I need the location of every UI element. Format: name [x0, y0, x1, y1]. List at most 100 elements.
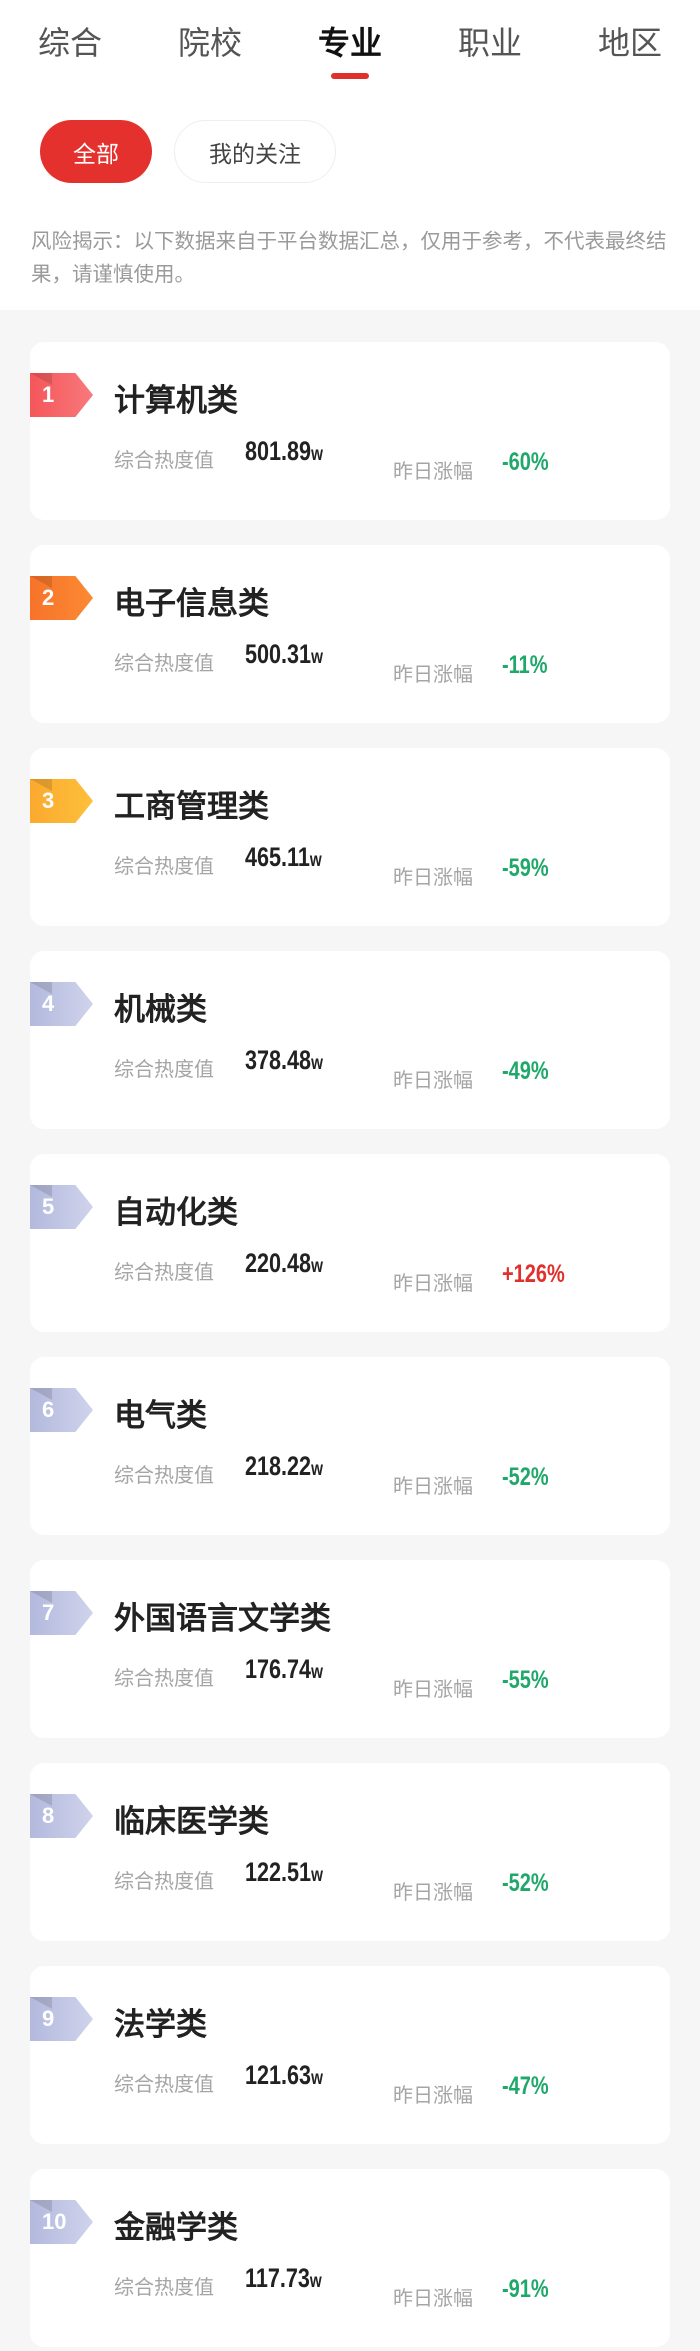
heat-label: 综合热度值 — [114, 1057, 214, 1081]
heat-label: 综合热度值 — [114, 2072, 214, 2096]
heat-label: 综合热度值 — [114, 448, 214, 472]
rank-badge: 3 — [30, 779, 93, 823]
change-value: -55% — [502, 1666, 549, 1694]
major-name: 临床医学类 — [114, 1804, 269, 1840]
change-label: 昨日涨幅 — [393, 1474, 473, 1498]
rank-number: 5 — [42, 1194, 55, 1219]
heat-value: 220.48w — [245, 1248, 323, 1279]
heat-value: 218.22w — [245, 1451, 323, 1482]
heat-number: 121.63 — [245, 2060, 312, 2090]
change-label: 昨日涨幅 — [393, 459, 473, 483]
heat-number: 220.48 — [245, 1248, 312, 1278]
major-card[interactable]: 4 机械类 综合热度值 378.48w 昨日涨幅 -49% — [30, 951, 670, 1129]
major-card[interactable]: 7 外国语言文学类 综合热度值 176.74w 昨日涨幅 -55% — [30, 1560, 670, 1738]
rank-number: 6 — [42, 1397, 55, 1422]
major-name: 法学类 — [114, 2007, 207, 2043]
rank-badge: 1 — [30, 373, 93, 417]
tab-majors[interactable]: 专业 — [317, 24, 382, 62]
rank-badge: 9 — [30, 1997, 93, 2041]
change-label: 昨日涨幅 — [393, 1880, 473, 1904]
major-card[interactable]: 10 金融学类 综合热度值 117.73w 昨日涨幅 -91% — [30, 2169, 670, 2347]
major-card[interactable]: 8 临床医学类 综合热度值 122.51w 昨日涨幅 -52% — [30, 1763, 670, 1941]
rank-badge: 4 — [30, 982, 93, 1026]
heat-unit: w — [311, 1459, 323, 1480]
tab-overall[interactable]: 综合 — [37, 24, 102, 62]
rank-badge: 2 — [30, 576, 93, 620]
major-name: 机械类 — [114, 992, 207, 1028]
category-tabs: 综合 院校 专业 职业 地区 — [0, 0, 700, 90]
active-tab-indicator — [331, 73, 369, 79]
rank-badge: 8 — [30, 1794, 93, 1838]
heat-unit: w — [311, 2068, 323, 2089]
change-value: -47% — [502, 2072, 549, 2100]
major-card[interactable]: 2 电子信息类 综合热度值 500.31w 昨日涨幅 -11% — [30, 545, 670, 723]
heat-value: 801.89w — [245, 436, 323, 467]
major-card[interactable]: 5 自动化类 综合热度值 220.48w 昨日涨幅 +126% — [30, 1154, 670, 1332]
heat-number: 117.73 — [245, 2263, 310, 2293]
filter-following-button[interactable]: 我的关注 — [174, 120, 336, 183]
heat-label: 综合热度值 — [114, 651, 214, 675]
rank-badge: 7 — [30, 1591, 93, 1635]
heat-value: 378.48w — [245, 1045, 323, 1076]
rank-number: 3 — [42, 788, 55, 813]
heat-unit: w — [311, 1053, 323, 1074]
heat-number: 801.89 — [245, 436, 312, 466]
change-value: +126% — [502, 1260, 565, 1288]
change-value: -91% — [502, 2275, 549, 2303]
heat-label: 综合热度值 — [114, 1869, 214, 1893]
major-name: 工商管理类 — [114, 789, 269, 825]
heat-number: 378.48 — [245, 1045, 312, 1075]
change-value: -52% — [502, 1463, 549, 1491]
heat-number: 218.22 — [245, 1451, 312, 1481]
heat-label: 综合热度值 — [114, 2275, 214, 2299]
rank-badge: 5 — [30, 1185, 93, 1229]
heat-unit: w — [309, 850, 322, 871]
heat-number: 176.74 — [245, 1654, 312, 1684]
change-label: 昨日涨幅 — [393, 1271, 473, 1295]
heat-value: 465.11w — [245, 842, 322, 873]
change-value: -52% — [502, 1869, 549, 1897]
heat-unit: w — [311, 444, 323, 465]
major-card[interactable]: 6 电气类 综合热度值 218.22w 昨日涨幅 -52% — [30, 1357, 670, 1535]
heat-number: 465.11 — [245, 842, 310, 872]
heat-label: 综合热度值 — [114, 1463, 214, 1487]
heat-number: 500.31 — [245, 639, 312, 669]
tab-schools[interactable]: 院校 — [177, 24, 242, 62]
heat-label: 综合热度值 — [114, 854, 214, 878]
rank-badge: 10 — [30, 2200, 93, 2244]
major-card[interactable]: 3 工商管理类 综合热度值 465.11w 昨日涨幅 -59% — [30, 748, 670, 926]
heat-value: 500.31w — [245, 639, 323, 670]
change-value: -60% — [502, 448, 549, 476]
heat-unit: w — [311, 1662, 323, 1683]
rank-number: 1 — [42, 382, 55, 407]
filter-all-button[interactable]: 全部 — [40, 120, 152, 183]
change-label: 昨日涨幅 — [393, 1068, 473, 1092]
change-label: 昨日涨幅 — [393, 2083, 473, 2107]
major-name: 自动化类 — [114, 1195, 238, 1231]
major-card[interactable]: 1 计算机类 综合热度值 801.89w 昨日涨幅 -60% — [30, 342, 670, 520]
change-label: 昨日涨幅 — [393, 2286, 473, 2310]
major-name: 电子信息类 — [114, 586, 269, 622]
major-card[interactable]: 9 法学类 综合热度值 121.63w 昨日涨幅 -47% — [30, 1966, 670, 2144]
change-label: 昨日涨幅 — [393, 865, 473, 889]
change-value: -49% — [502, 1057, 549, 1085]
heat-value: 176.74w — [245, 1654, 323, 1685]
rank-number: 2 — [42, 585, 55, 610]
rank-number: 4 — [42, 991, 55, 1016]
heat-label: 综合热度值 — [114, 1666, 214, 1690]
change-value: -59% — [502, 854, 549, 882]
heat-value: 117.73w — [245, 2263, 322, 2294]
tab-regions[interactable]: 地区 — [597, 24, 662, 62]
rank-number: 9 — [42, 2006, 55, 2031]
tab-careers[interactable]: 职业 — [457, 24, 522, 62]
change-value: -11% — [502, 651, 548, 679]
major-name: 金融学类 — [114, 2210, 238, 2246]
rank-badge: 6 — [30, 1388, 93, 1432]
heat-unit: w — [311, 1865, 323, 1886]
heat-unit: w — [311, 1256, 323, 1277]
major-name: 电气类 — [114, 1398, 207, 1434]
major-name: 外国语言文学类 — [114, 1601, 331, 1637]
major-name: 计算机类 — [114, 383, 238, 419]
risk-notice: 风险揭示：以下数据来自于平台数据汇总，仅用于参考，不代表最终结果，请谨慎使用。 — [31, 229, 667, 286]
rank-number: 7 — [42, 1600, 55, 1625]
